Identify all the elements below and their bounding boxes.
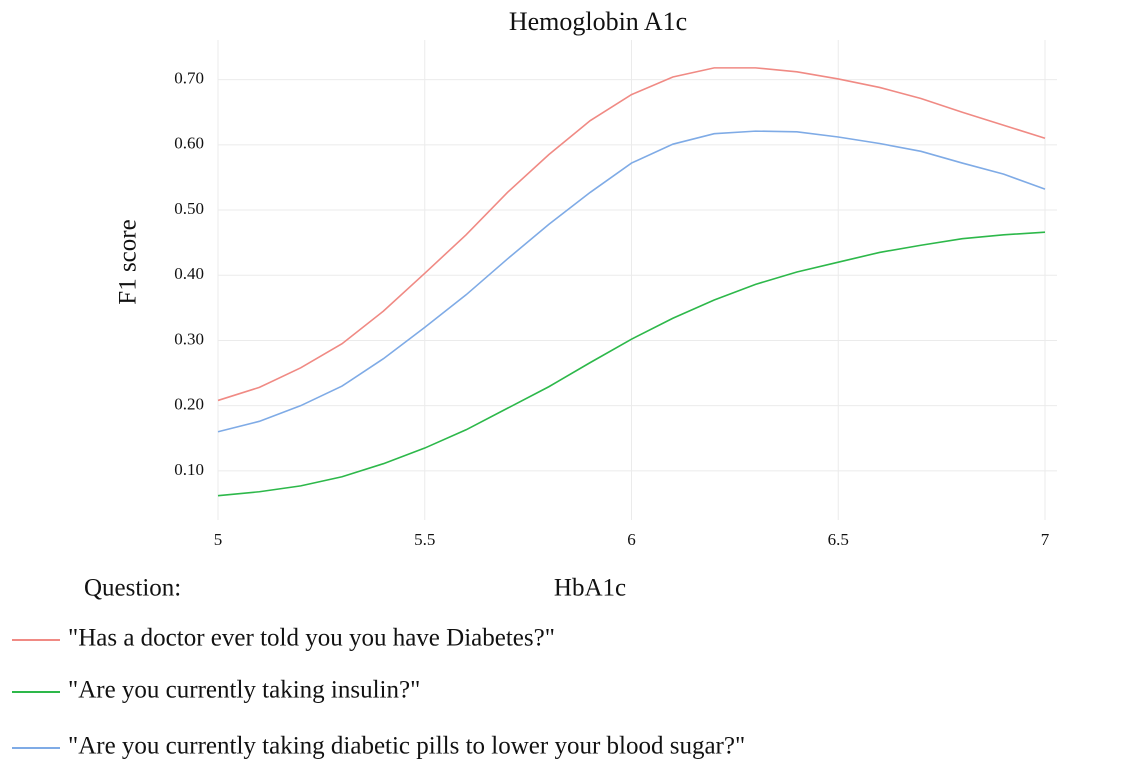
series-line (217, 231, 1046, 497)
y-tick-label: 0.30 (174, 329, 204, 348)
chart-title: Hemoglobin A1c (509, 7, 687, 36)
x-tick-label: 5.5 (414, 530, 435, 549)
x-axis-label: HbA1c (554, 575, 626, 602)
legend-label: "Are you currently taking diabetic pills… (68, 733, 745, 760)
legend-title: Question: (84, 575, 181, 602)
x-tick-label: 6.5 (828, 530, 849, 549)
legend-label: "Has a doctor ever told you you have Dia… (68, 625, 555, 652)
y-tick-label: 0.10 (174, 460, 204, 479)
legend-label: "Are you currently taking insulin?" (68, 677, 420, 704)
x-tick-label: 7 (1041, 530, 1050, 549)
series-line (217, 67, 1046, 402)
x-tick-label: 6 (627, 530, 636, 549)
y-tick-label: 0.60 (174, 134, 204, 153)
x-tick-label: 5 (214, 530, 223, 549)
series-line (217, 130, 1046, 433)
y-tick-label: 0.70 (174, 69, 204, 88)
y-axis-label: F1 score (115, 219, 142, 304)
y-tick-label: 0.20 (174, 395, 204, 414)
y-tick-label: 0.40 (174, 264, 204, 283)
y-tick-label: 0.50 (174, 199, 204, 218)
